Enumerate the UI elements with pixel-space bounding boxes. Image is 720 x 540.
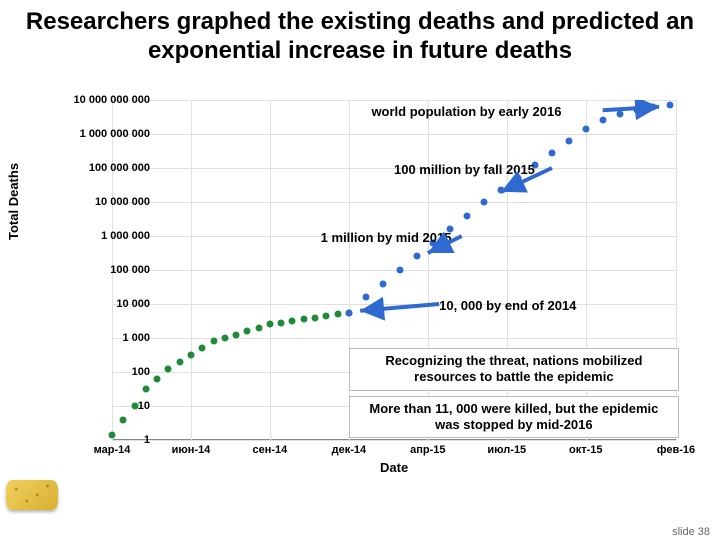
- sponge-icon: [6, 480, 58, 510]
- data-point: [289, 318, 296, 325]
- y-tick-label: 100 000 000: [89, 162, 150, 174]
- x-tick-label: апр-15: [410, 444, 445, 456]
- data-point: [255, 324, 262, 331]
- data-point: [154, 375, 161, 382]
- data-point: [633, 106, 640, 113]
- x-tick-label: окт-15: [569, 444, 603, 456]
- y-tick-label: 1 000 000 000: [80, 128, 150, 140]
- gridline-v: [191, 100, 192, 440]
- gridline-h: [112, 202, 676, 203]
- page-title: Researchers graphed the existing deaths …: [0, 8, 720, 66]
- y-tick-label: 10: [138, 400, 150, 412]
- data-point: [210, 338, 217, 345]
- y-tick-label: 100: [132, 366, 150, 378]
- data-point: [233, 331, 240, 338]
- x-tick-label: мар-14: [94, 444, 131, 456]
- data-point: [498, 187, 505, 194]
- gridline-h: [112, 100, 676, 101]
- x-tick-label: сен-14: [253, 444, 288, 456]
- chart-annotation: world population by early 2016: [371, 104, 561, 119]
- y-axis-label: Total Deaths: [6, 163, 21, 240]
- y-tick-label: 10 000 000: [95, 196, 150, 208]
- y-tick-label: 1 000 000: [101, 230, 150, 242]
- data-point: [244, 328, 251, 335]
- data-point: [650, 103, 657, 110]
- data-point: [548, 149, 555, 156]
- x-tick-label: июн-14: [172, 444, 211, 456]
- data-point: [599, 117, 606, 124]
- data-point: [165, 365, 172, 372]
- data-point: [413, 253, 420, 260]
- data-point: [323, 312, 330, 319]
- data-point: [300, 316, 307, 323]
- gridline-h: [112, 134, 676, 135]
- data-point: [109, 431, 116, 438]
- x-tick-label: дек-14: [332, 444, 367, 456]
- data-point: [667, 102, 674, 109]
- gridline-h: [112, 304, 676, 305]
- gridline-h: [112, 440, 676, 441]
- chart-annotation: 1 million by mid 2015: [321, 230, 452, 245]
- data-point: [582, 125, 589, 132]
- data-point: [565, 137, 572, 144]
- data-point: [312, 314, 319, 321]
- data-point: [345, 309, 352, 316]
- x-tick-label: июл-15: [487, 444, 526, 456]
- chart-annotation: 10, 000 by end of 2014: [439, 298, 576, 313]
- data-point: [142, 386, 149, 393]
- data-point: [362, 294, 369, 301]
- data-point: [221, 335, 228, 342]
- data-point: [199, 345, 206, 352]
- data-point: [120, 416, 127, 423]
- gridline-h: [112, 338, 676, 339]
- y-tick-label: 1 000: [122, 332, 150, 344]
- data-point: [334, 311, 341, 318]
- y-tick-label: 10 000: [116, 298, 150, 310]
- data-point: [266, 321, 273, 328]
- y-tick-label: 100 000: [110, 264, 150, 276]
- data-point: [481, 199, 488, 206]
- data-point: [616, 110, 623, 117]
- callout-box: More than 11, 000 were killed, but the e…: [349, 396, 679, 439]
- chart-annotation: 100 million by fall 2015: [394, 162, 535, 177]
- gridline-h: [112, 270, 676, 271]
- y-tick-label: 10 000 000 000: [74, 94, 150, 106]
- data-point: [278, 319, 285, 326]
- x-tick-label: фев-16: [657, 444, 695, 456]
- gridline-v: [270, 100, 271, 440]
- data-point: [187, 352, 194, 359]
- data-point: [464, 212, 471, 219]
- callout-box: Recognizing the threat, nations mobilize…: [349, 348, 679, 391]
- data-point: [379, 280, 386, 287]
- slide-number: slide 38: [672, 526, 710, 538]
- data-point: [396, 267, 403, 274]
- y-tick-label: 1: [144, 434, 150, 446]
- chart-area: мар-14июн-14сен-14дек-14апр-15июл-15окт-…: [112, 100, 676, 488]
- data-point: [176, 358, 183, 365]
